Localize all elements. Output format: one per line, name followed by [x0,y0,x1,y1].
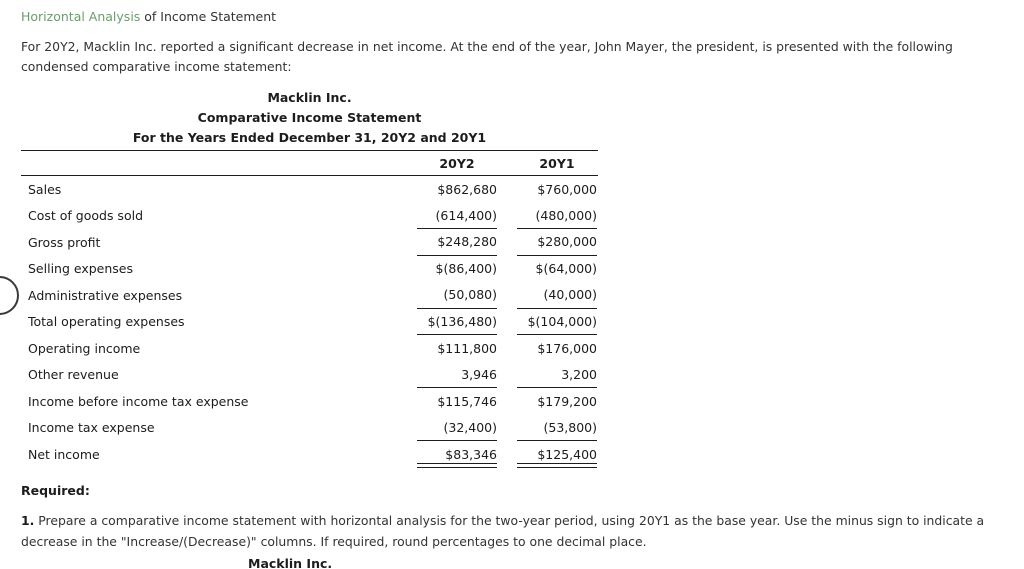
statement-row: Cost of goods sold (614,400) (480,000) [21,203,598,230]
page-title: Horizontal Analysis of Income Statement [21,9,276,24]
statement-header-row: 20Y2 20Y1 [21,150,598,176]
panel-edge-toggle[interactable] [0,276,19,315]
value-20y2: 3,946 [417,362,497,388]
column-gap [497,415,517,442]
value-20y2: $83,346 [417,441,497,468]
value-20y1: $176,000 [537,340,597,356]
value-20y1: $280,000 [517,229,597,256]
column-gap [497,229,517,256]
value-20y1: 3,200 [517,362,597,388]
row-label: Operating income [28,340,141,356]
column-gap [497,362,517,389]
horizontal-analysis-link[interactable]: Horizontal Analysis [21,9,141,24]
value-20y1: (53,800) [517,415,597,441]
statement-row: Other revenue 3,946 3,200 [21,362,598,389]
statement-row: Total operating expenses $(136,480) $(10… [21,309,598,336]
column-gap [497,282,517,309]
statement-row: Gross profit $248,280 $280,000 [21,229,598,256]
statement-row: Income tax expense (32,400) (53,800) [21,415,598,442]
row-label: Net income [28,446,100,462]
value-20y1: $179,200 [537,393,597,409]
statement-row: Income before income tax expense $115,74… [21,388,598,415]
row-label: Administrative expenses [28,287,183,303]
statement-row: Selling expenses $(86,400) $(64,000) [21,256,598,283]
column-gap [497,203,517,230]
value-20y2: (614,400) [417,203,497,229]
row-label: Selling expenses [28,261,134,277]
value-20y2: $(136,480) [417,309,497,335]
row-label: Other revenue [28,367,119,383]
intro-paragraph: For 20Y2, Macklin Inc. reported a signif… [21,39,953,74]
row-label: Income before income tax expense [28,393,249,409]
statement-row: Sales $862,680 $760,000 [21,176,598,203]
page-title-rest: of Income Statement [140,9,277,24]
statement-row-net-income: Net income $83,346 $125,400 [21,441,598,468]
column-header-20y2: 20Y2 [439,155,475,171]
value-20y2: (32,400) [417,415,497,441]
statement-row: Operating income $111,800 $176,000 [21,335,598,362]
column-gap [497,441,517,468]
column-header-20y1: 20Y1 [539,155,575,171]
row-label: Sales [28,181,62,197]
statement-company: Macklin Inc. [267,90,352,105]
value-20y2: $248,280 [417,229,497,256]
value-20y2: $111,800 [437,340,497,356]
value-20y1: $(64,000) [535,261,597,277]
row-label: Gross profit [28,234,101,250]
column-gap [497,176,517,203]
value-20y1: (480,000) [517,203,597,229]
column-gap [497,309,517,336]
required-item-number: 1. [21,513,35,528]
value-20y1: (40,000) [517,282,597,309]
row-label: Cost of goods sold [28,208,144,224]
comparative-income-statement: Macklin Inc. Comparative Income Statemen… [21,88,598,468]
statement-period: For the Years Ended December 31, 20Y2 an… [132,130,487,145]
statement-row: Administrative expenses (50,080) (40,000… [21,282,598,309]
row-label: Total operating expenses [28,314,185,330]
value-20y1: $125,400 [517,441,597,468]
required-item-text: Prepare a comparative income statement w… [21,513,985,549]
value-20y2: $862,680 [437,181,497,197]
value-20y1: $(104,000) [517,309,597,335]
column-gap [497,335,517,362]
value-20y1: $760,000 [537,181,597,197]
column-gap [497,388,517,415]
row-label: Income tax expense [28,420,155,436]
value-20y2: $115,746 [437,393,497,409]
next-section-company: Macklin Inc. [248,556,333,569]
column-gap [497,256,517,283]
value-20y2: $(86,400) [435,261,497,277]
required-heading: Required: [21,483,90,498]
statement-title: Comparative Income Statement [197,110,422,125]
required-item-1: 1. Prepare a comparative income statemen… [21,511,1015,552]
value-20y2: (50,080) [417,282,497,309]
